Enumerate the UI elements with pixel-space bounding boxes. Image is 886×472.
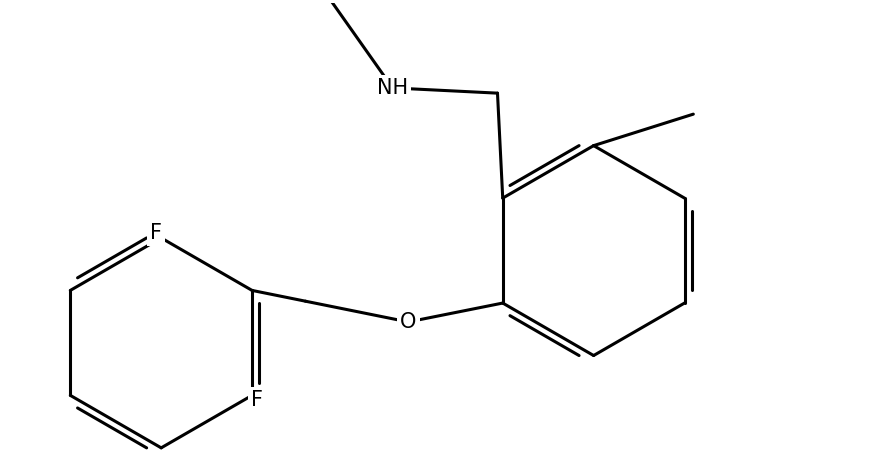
Text: O: O <box>400 312 416 332</box>
Text: F: F <box>151 223 162 243</box>
Text: NH: NH <box>377 78 408 98</box>
Text: F: F <box>251 390 263 410</box>
